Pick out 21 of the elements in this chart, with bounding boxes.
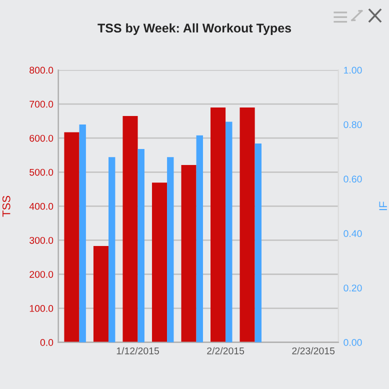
y2-tick-label: 0.20 [344,284,362,292]
y-tick-label: 600.0 [30,134,54,142]
y2-tick-label: 0.00 [344,339,362,346]
y-axis-title: TSS [2,196,10,217]
y2-tick-label: 0.40 [344,230,362,238]
y2-tick-label: 0.60 [344,176,362,183]
y2-axis-title: IF [379,202,387,210]
y-tick-label: 800.0 [30,66,54,74]
y2-tick-label: 0.80 [344,121,362,128]
x-tick-label: 2/2/2015 [207,347,244,354]
y-tick-label: 100.0 [30,305,54,312]
chart-title: TSS by Week: All Workout Types [98,23,292,35]
y-tick-label: 500.0 [30,168,54,176]
y-tick-label: 0.0 [40,339,54,346]
y-tick-label: 400.0 [29,202,54,210]
x-tick-label: 2/23/2015 [292,347,335,354]
y2-tick-label: 1.00 [344,66,362,74]
y-tick-label: 300.0 [30,236,54,244]
y-tick-label: 200.0 [30,270,54,278]
x-tick-label: 1/12/2015 [116,347,159,354]
y-tick-label: 700.0 [30,100,54,108]
